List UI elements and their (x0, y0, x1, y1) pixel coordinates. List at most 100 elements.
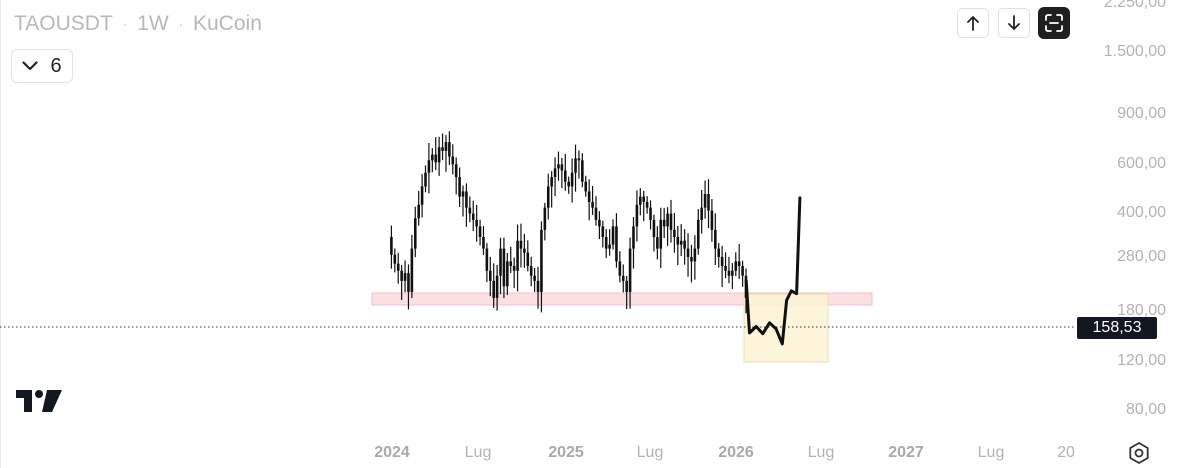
x-tick-label: Lug (977, 444, 1005, 461)
candle-body (431, 154, 434, 161)
candle-body (642, 196, 646, 203)
candle-body (737, 261, 741, 266)
candle-body (458, 177, 461, 197)
fullscreen-button[interactable] (1038, 7, 1070, 39)
candle-body (714, 229, 717, 249)
candle-body (550, 177, 553, 187)
candle-body (553, 168, 557, 178)
candle-body (461, 191, 465, 197)
candle-body (652, 219, 656, 237)
candle-body (594, 207, 598, 220)
candle-body (703, 193, 707, 208)
candle-body (488, 270, 492, 281)
tradingview-logo (16, 390, 62, 412)
candle-body (509, 261, 513, 266)
candles-group (390, 131, 748, 314)
indicators-toggle-button[interactable]: 6 (11, 49, 73, 83)
candle-body (516, 240, 519, 271)
x-tick-label: 2025 (548, 444, 584, 461)
candle-body (690, 256, 693, 262)
candle-body (621, 275, 625, 281)
candle-body (471, 213, 475, 220)
candle-body (683, 240, 686, 249)
candle-body (403, 273, 407, 281)
candle-body (669, 213, 673, 230)
candle-body (679, 240, 683, 245)
candle-body (649, 207, 652, 220)
candle-body (400, 270, 403, 281)
candle-body (441, 147, 444, 151)
candle-body (734, 261, 738, 271)
y-tick-label: 280,00 (1117, 248, 1166, 265)
x-tick-label: 20 (1057, 444, 1075, 461)
candle-body (587, 191, 591, 203)
candle-body (560, 164, 564, 171)
candle-body (546, 186, 550, 208)
candle-body (437, 147, 441, 163)
candle-body (499, 248, 502, 276)
candle-body (495, 275, 499, 298)
candle-body (523, 248, 526, 253)
candle-body (540, 229, 543, 292)
separator: · (122, 16, 128, 33)
candle-body (598, 219, 601, 227)
fullscreen-icon (1045, 14, 1063, 32)
candle-body (417, 204, 420, 219)
settings-icon[interactable] (1127, 441, 1151, 465)
candle-body (557, 164, 560, 169)
candle-body (604, 236, 608, 249)
y-tick-label: 120,00 (1117, 352, 1166, 369)
candle-body (468, 207, 472, 214)
candle-body (390, 236, 393, 255)
candle-body (577, 158, 581, 161)
x-tick-label: 2024 (374, 444, 410, 461)
candle-body (608, 244, 611, 249)
y-tick-label: 2.250,00 (1103, 0, 1166, 11)
indicator-count: 6 (50, 54, 62, 77)
candle-body (741, 265, 744, 276)
candle-body (427, 160, 431, 173)
candle-body (420, 186, 424, 205)
candle-body (720, 256, 724, 266)
candle-body (632, 226, 635, 249)
symbol-label: TAOUSDT (14, 12, 113, 35)
candle-body (724, 265, 727, 271)
candle-body (448, 142, 451, 157)
candle-body (686, 248, 690, 257)
candle-body (659, 219, 663, 249)
candle-body (410, 248, 414, 292)
y-tick-label: 600,00 (1117, 155, 1166, 172)
candle-body (424, 172, 427, 187)
y-tick-label: 1.500,00 (1103, 43, 1166, 60)
candle-body (618, 261, 622, 276)
candle-body (676, 236, 680, 245)
candle-body (482, 236, 485, 249)
candle-body (478, 226, 482, 237)
scroll-up-button[interactable] (957, 8, 989, 38)
chart-title: TAOUSDT · 1W · KuCoin (14, 12, 266, 36)
candle-body (506, 261, 509, 287)
candle-body (570, 172, 574, 187)
exchange-label: KuCoin (193, 12, 262, 35)
candle-body (601, 226, 605, 237)
candle-body (567, 181, 571, 187)
candle-body (635, 204, 639, 227)
candle-body (413, 218, 417, 249)
current-price-tag: 158,53 (1077, 317, 1157, 339)
candle-body (485, 248, 489, 271)
candle-body (707, 193, 710, 211)
candle-body (526, 252, 530, 266)
candle-body (407, 273, 410, 292)
y-tick-label: 400,00 (1117, 204, 1166, 221)
candle-body (673, 229, 676, 237)
scroll-down-button[interactable] (998, 8, 1030, 38)
candle-body (574, 158, 577, 173)
candle-body (502, 248, 506, 287)
x-tick-label: Lug (464, 444, 492, 461)
candle-body (625, 280, 628, 292)
candle-body (645, 202, 649, 208)
candle-body (710, 210, 714, 230)
candle-body (662, 219, 666, 227)
x-tick-label: 2026 (718, 444, 754, 461)
